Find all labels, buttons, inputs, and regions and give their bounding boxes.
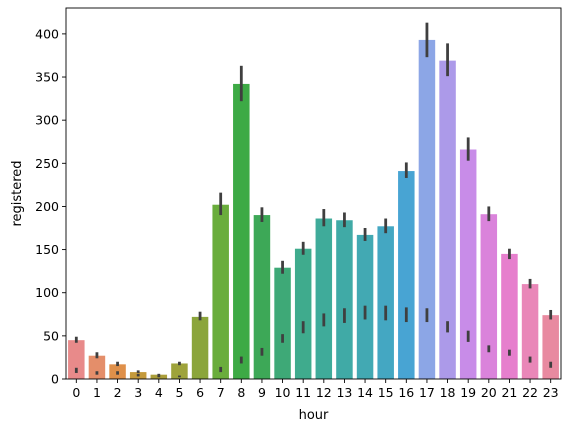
bar-10 (274, 267, 291, 379)
x-tick-label-7: 7 (217, 385, 225, 400)
bar-21 (501, 253, 518, 379)
bars (68, 39, 559, 380)
x-tick-label-22: 22 (522, 385, 538, 400)
bar-6 (191, 316, 209, 379)
x-tick-label-13: 13 (336, 385, 352, 400)
bar-5 (171, 363, 188, 379)
x-tick-label-5: 5 (175, 385, 183, 400)
y-tick-label-100: 100 (35, 285, 59, 300)
x-tick-label-12: 12 (316, 385, 332, 400)
x-tick-label-18: 18 (440, 385, 456, 400)
x-tick-label-14: 14 (357, 385, 373, 400)
bar-16 (398, 171, 415, 379)
y-axis-label: registered (10, 160, 25, 226)
y-tick-label-200: 200 (35, 199, 59, 214)
y-tick-label-50: 50 (43, 328, 59, 343)
bar-23 (542, 315, 559, 379)
x-tick-label-17: 17 (419, 385, 435, 400)
bar-1 (88, 355, 106, 379)
x-tick-label-23: 23 (543, 385, 559, 400)
x-tick-label-2: 2 (114, 385, 122, 400)
y-tick-label-400: 400 (35, 26, 59, 41)
bar-12 (315, 218, 333, 379)
x-tick-label-6: 6 (196, 385, 204, 400)
bar-0 (68, 340, 85, 379)
x-tick-label-8: 8 (237, 385, 245, 400)
bar-11 (294, 248, 312, 379)
x-tick-label-9: 9 (258, 385, 266, 400)
bar-13 (336, 220, 353, 379)
x-tick-label-3: 3 (134, 385, 142, 400)
x-tick-label-0: 0 (72, 385, 80, 400)
bar-15 (377, 226, 394, 379)
y-tick-label-0: 0 (51, 372, 59, 387)
y-tick-label-300: 300 (35, 113, 59, 128)
y-tick-label-350: 350 (35, 70, 59, 85)
x-tick-label-21: 21 (501, 385, 517, 400)
x-tick-label-11: 11 (295, 385, 311, 400)
bar-20 (480, 214, 498, 379)
x-tick-label-4: 4 (155, 385, 163, 400)
x-tick-label-20: 20 (481, 385, 497, 400)
bar-17 (418, 39, 436, 380)
x-tick-label-19: 19 (460, 385, 476, 400)
x-axis-label: hour (299, 408, 329, 423)
bar-7 (212, 204, 229, 379)
x-tick-label-1: 1 (93, 385, 101, 400)
bar-19 (459, 149, 477, 379)
bar-18 (439, 60, 456, 379)
bar-8 (233, 83, 250, 379)
x-tick-label-15: 15 (378, 385, 394, 400)
x-tick-label-10: 10 (275, 385, 291, 400)
x-tick-label-16: 16 (398, 385, 414, 400)
error-bars (74, 22, 553, 378)
bar-22 (521, 284, 539, 379)
y-tick-label-250: 250 (35, 156, 59, 171)
axes: 0 1 2 3 4 5 6 7 8 9 10 11 12 13 14 15 16 17 18 19 20 21 22 2305… (35, 7, 562, 400)
bar-9 (253, 215, 271, 379)
y-tick-label-150: 150 (35, 242, 59, 257)
plot-frame (65, 7, 562, 380)
